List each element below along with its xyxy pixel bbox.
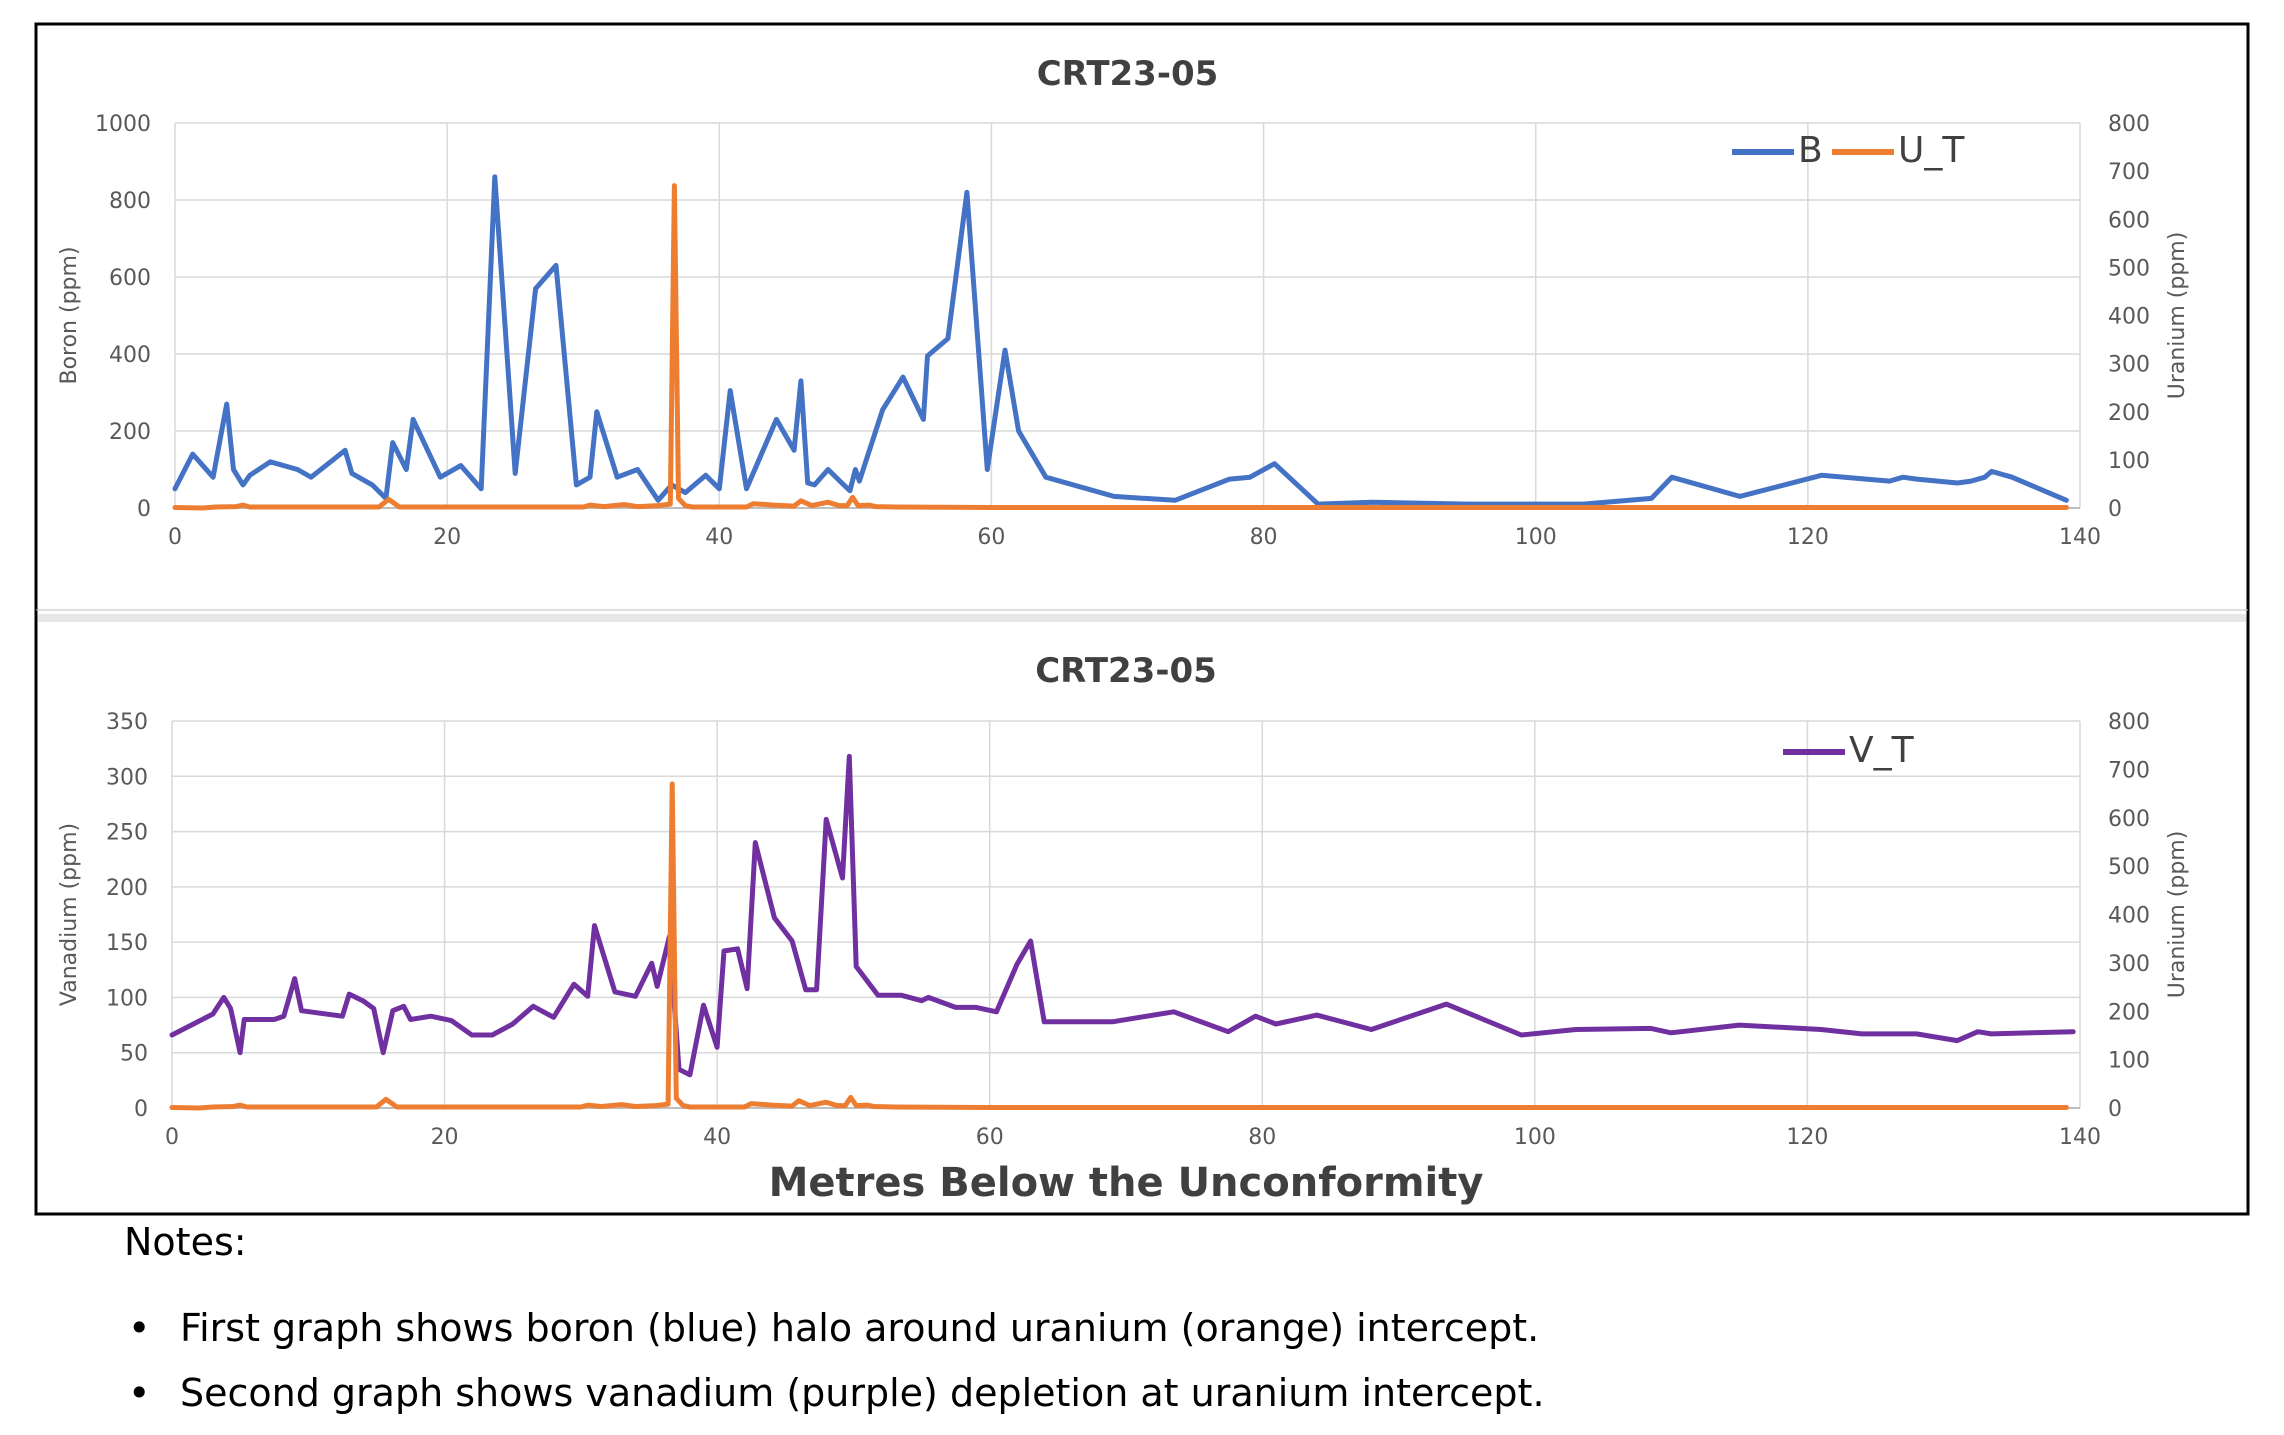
y-tick-label: 200 xyxy=(109,420,151,445)
x-axis-title: Metres Below the Unconformity xyxy=(769,1160,1484,1206)
chart-2: 0501001502002503003500100200300400500600… xyxy=(57,651,2190,1206)
x-tick-label: 60 xyxy=(976,1125,1004,1150)
y-axis-title: Vanadium (ppm) xyxy=(57,823,82,1006)
x-tick-label: 80 xyxy=(1248,1125,1276,1150)
x-tick-label: 120 xyxy=(1787,525,1829,550)
x-tick-label: 100 xyxy=(1515,525,1557,550)
y2-tick-label: 0 xyxy=(2108,497,2122,522)
x-tick-label: 0 xyxy=(165,1125,179,1150)
legend-label: B xyxy=(1798,130,1823,171)
y2-tick-label: 800 xyxy=(2108,112,2150,137)
y-tick-label: 50 xyxy=(120,1042,148,1067)
chart-title: CRT23-05 xyxy=(1035,651,1217,691)
y-tick-label: 150 xyxy=(106,931,148,956)
notes-list: First graph shows boron (blue) halo arou… xyxy=(124,1304,2124,1419)
y-tick-label: 1000 xyxy=(95,112,151,137)
y-tick-label: 400 xyxy=(109,343,151,368)
y2-tick-label: 700 xyxy=(2108,758,2150,783)
y-tick-label: 250 xyxy=(106,821,148,846)
y2-tick-label: 700 xyxy=(2108,160,2150,185)
notes-title: Notes: xyxy=(124,1220,247,1264)
legend-label: U_T xyxy=(1898,130,1965,171)
y-tick-label: 0 xyxy=(137,497,151,522)
y2-tick-label: 300 xyxy=(2108,353,2150,378)
note-item: First graph shows boron (blue) halo arou… xyxy=(124,1304,2124,1354)
y2-tick-label: 200 xyxy=(2108,401,2150,426)
y2-tick-label: 600 xyxy=(2108,208,2150,233)
y-tick-label: 600 xyxy=(109,266,151,291)
x-tick-label: 80 xyxy=(1250,525,1278,550)
y-tick-label: 300 xyxy=(106,765,148,790)
y-tick-label: 200 xyxy=(106,876,148,901)
y2-tick-label: 500 xyxy=(2108,256,2150,281)
y2-tick-label: 100 xyxy=(2108,1049,2150,1074)
y2-tick-label: 400 xyxy=(2108,305,2150,330)
y2-tick-label: 200 xyxy=(2108,1000,2150,1025)
y-tick-label: 0 xyxy=(134,1097,148,1122)
note-item: Second graph shows vanadium (purple) dep… xyxy=(124,1369,2124,1419)
y2-tick-label: 400 xyxy=(2108,904,2150,929)
y2-tick-label: 300 xyxy=(2108,952,2150,977)
x-tick-label: 0 xyxy=(168,525,182,550)
y2-axis-title: Uranium (ppm) xyxy=(2165,831,2190,999)
y2-tick-label: 500 xyxy=(2108,855,2150,880)
y-tick-label: 100 xyxy=(106,986,148,1011)
y-tick-label: 800 xyxy=(109,189,151,214)
x-tick-label: 60 xyxy=(977,525,1005,550)
y2-tick-label: 600 xyxy=(2108,807,2150,832)
chart-title: CRT23-05 xyxy=(1037,54,1219,94)
y2-axis-title: Uranium (ppm) xyxy=(2165,232,2190,400)
panel-divider xyxy=(38,614,2246,622)
y2-tick-label: 800 xyxy=(2108,710,2150,735)
chart-1: 0200400600800100001002003004005006007008… xyxy=(57,54,2190,550)
x-tick-label: 40 xyxy=(705,525,733,550)
y2-tick-label: 100 xyxy=(2108,449,2150,474)
legend-label: V_T xyxy=(1849,730,1915,771)
y2-tick-label: 0 xyxy=(2108,1097,2122,1122)
x-tick-label: 140 xyxy=(2059,525,2101,550)
series-line-u-t xyxy=(169,781,2069,1111)
x-tick-label: 20 xyxy=(433,525,461,550)
x-tick-label: 100 xyxy=(1514,1125,1556,1150)
x-tick-label: 140 xyxy=(2059,1125,2101,1150)
x-tick-label: 120 xyxy=(1786,1125,1828,1150)
x-tick-label: 40 xyxy=(703,1125,731,1150)
x-tick-label: 20 xyxy=(431,1125,459,1150)
series-line-u-t xyxy=(172,183,2069,511)
series-line-v-t xyxy=(169,753,2076,1078)
notes-section: Notes: First graph shows boron (blue) ha… xyxy=(124,1220,2124,1435)
y-axis-title: Boron (ppm) xyxy=(57,246,82,384)
y-tick-label: 350 xyxy=(106,710,148,735)
